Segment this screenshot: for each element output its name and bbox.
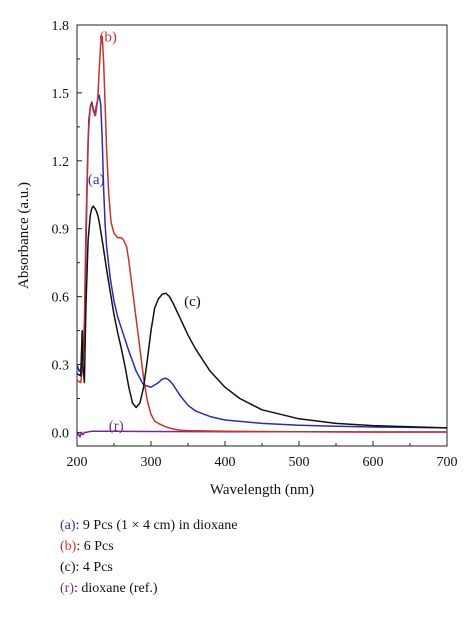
- series-line-a: [76, 94, 448, 429]
- legend-marker-r: (r): [60, 581, 74, 596]
- y-axis-label: Absorbance (a.u.): [16, 182, 32, 289]
- y-tick-label: 1.5: [52, 87, 70, 102]
- curve-label-r: (r): [109, 419, 124, 435]
- legend-text-r: : dioxane (ref.): [74, 581, 158, 596]
- legend-text-b: : 6 Pcs: [76, 539, 114, 554]
- x-tick-label: 500: [289, 455, 310, 470]
- x-tick-label: 600: [363, 455, 384, 470]
- y-tick-label: 1.2: [52, 155, 70, 170]
- legend-marker-b: (b): [60, 539, 77, 554]
- series-line-c: [76, 205, 448, 429]
- curve-label-a: (a): [88, 172, 105, 188]
- series-line-b: [76, 35, 447, 433]
- x-tick-label: 300: [141, 455, 162, 470]
- legend-text-c: : 4 Pcs: [75, 560, 113, 575]
- y-tick-label: 0.0: [52, 426, 70, 441]
- legend-entry-a: (a): 9 Pcs (1 × 4 cm) in dioxane: [60, 515, 237, 536]
- y-tick-label: 1.8: [52, 19, 70, 34]
- x-axis-label: Wavelength (nm): [210, 482, 314, 498]
- absorbance-chart: 200 300 400 500 600 700 0.0 0.3 0.6 0.9 1.2 1.5 1.8 W…: [16, 19, 458, 498]
- legend-text-a: : 9 Pcs (1 × 4 cm) in dioxane: [75, 518, 238, 533]
- legend-entry-b: (b): 6 Pcs: [60, 536, 237, 557]
- chart-legend: (a): 9 Pcs (1 × 4 cm) in dioxane (b): 6 …: [60, 515, 237, 599]
- legend-marker-c: (c): [60, 560, 76, 575]
- curve-label-b: (b): [99, 29, 117, 45]
- legend-entry-c: (c): 4 Pcs: [60, 557, 237, 578]
- curve-label-c: (c): [184, 294, 201, 310]
- x-tick-label: 200: [67, 455, 88, 470]
- x-tick-label: 400: [215, 455, 236, 470]
- y-tick-label: 0.3: [52, 359, 70, 374]
- legend-entry-r: (r): dioxane (ref.): [60, 578, 237, 599]
- y-tick-label: 0.6: [52, 291, 70, 306]
- y-tick-label: 0.9: [52, 223, 70, 238]
- legend-marker-a: (a): [60, 518, 76, 533]
- plot-frame: [76, 24, 448, 447]
- x-tick-label: 700: [437, 455, 458, 470]
